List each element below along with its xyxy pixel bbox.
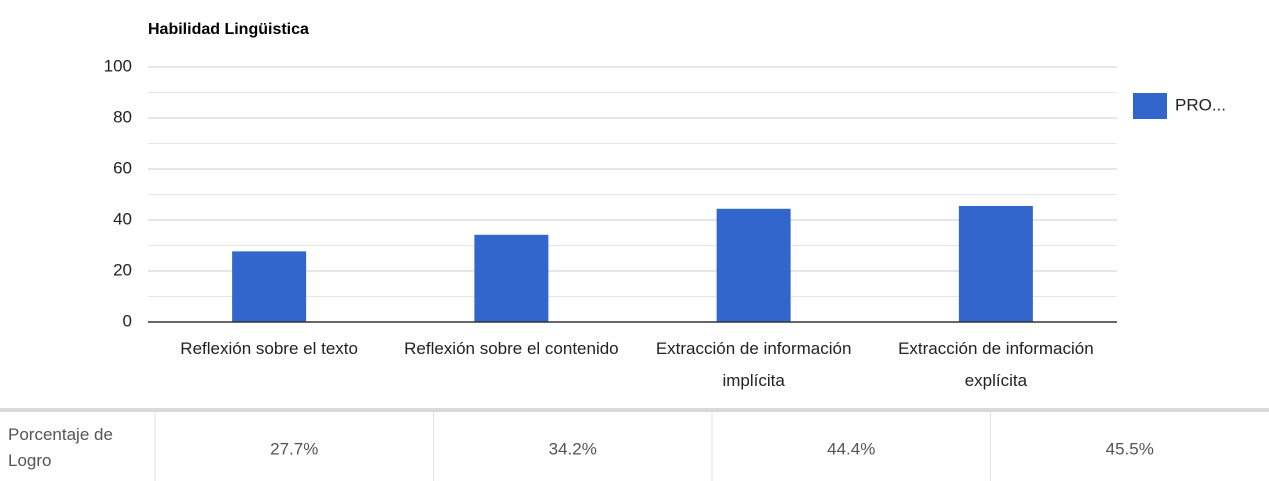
- y-tick-label: 20: [113, 260, 132, 279]
- table-cell: 27.7%: [270, 439, 318, 458]
- bar: [958, 205, 1033, 322]
- bar: [716, 208, 791, 322]
- y-tick-label: 80: [113, 107, 132, 126]
- chart-title: Habilidad Lingüistica: [148, 21, 309, 38]
- x-tick-label: Reflexión sobre el texto: [180, 339, 358, 358]
- table-row-label: Porcentaje de Logro: [8, 425, 113, 470]
- y-tick-label: 40: [113, 209, 132, 228]
- x-tick-label: Extracción de información implícita: [656, 339, 852, 390]
- legend-swatch: [1133, 93, 1167, 119]
- bar: [474, 234, 549, 322]
- table-cell: 45.5%: [1106, 439, 1154, 458]
- y-tick-label: 60: [113, 158, 132, 177]
- bar: [232, 251, 307, 322]
- table-cell: 34.2%: [549, 439, 597, 458]
- x-tick-label: Extracción de información explícita: [898, 339, 1094, 390]
- y-tick-label: 0: [123, 311, 132, 330]
- y-tick-label: 100: [104, 56, 132, 75]
- legend-label: PRO...: [1175, 95, 1226, 114]
- x-tick-label: Reflexión sobre el contenido: [404, 339, 619, 358]
- table-cell: 44.4%: [827, 439, 875, 458]
